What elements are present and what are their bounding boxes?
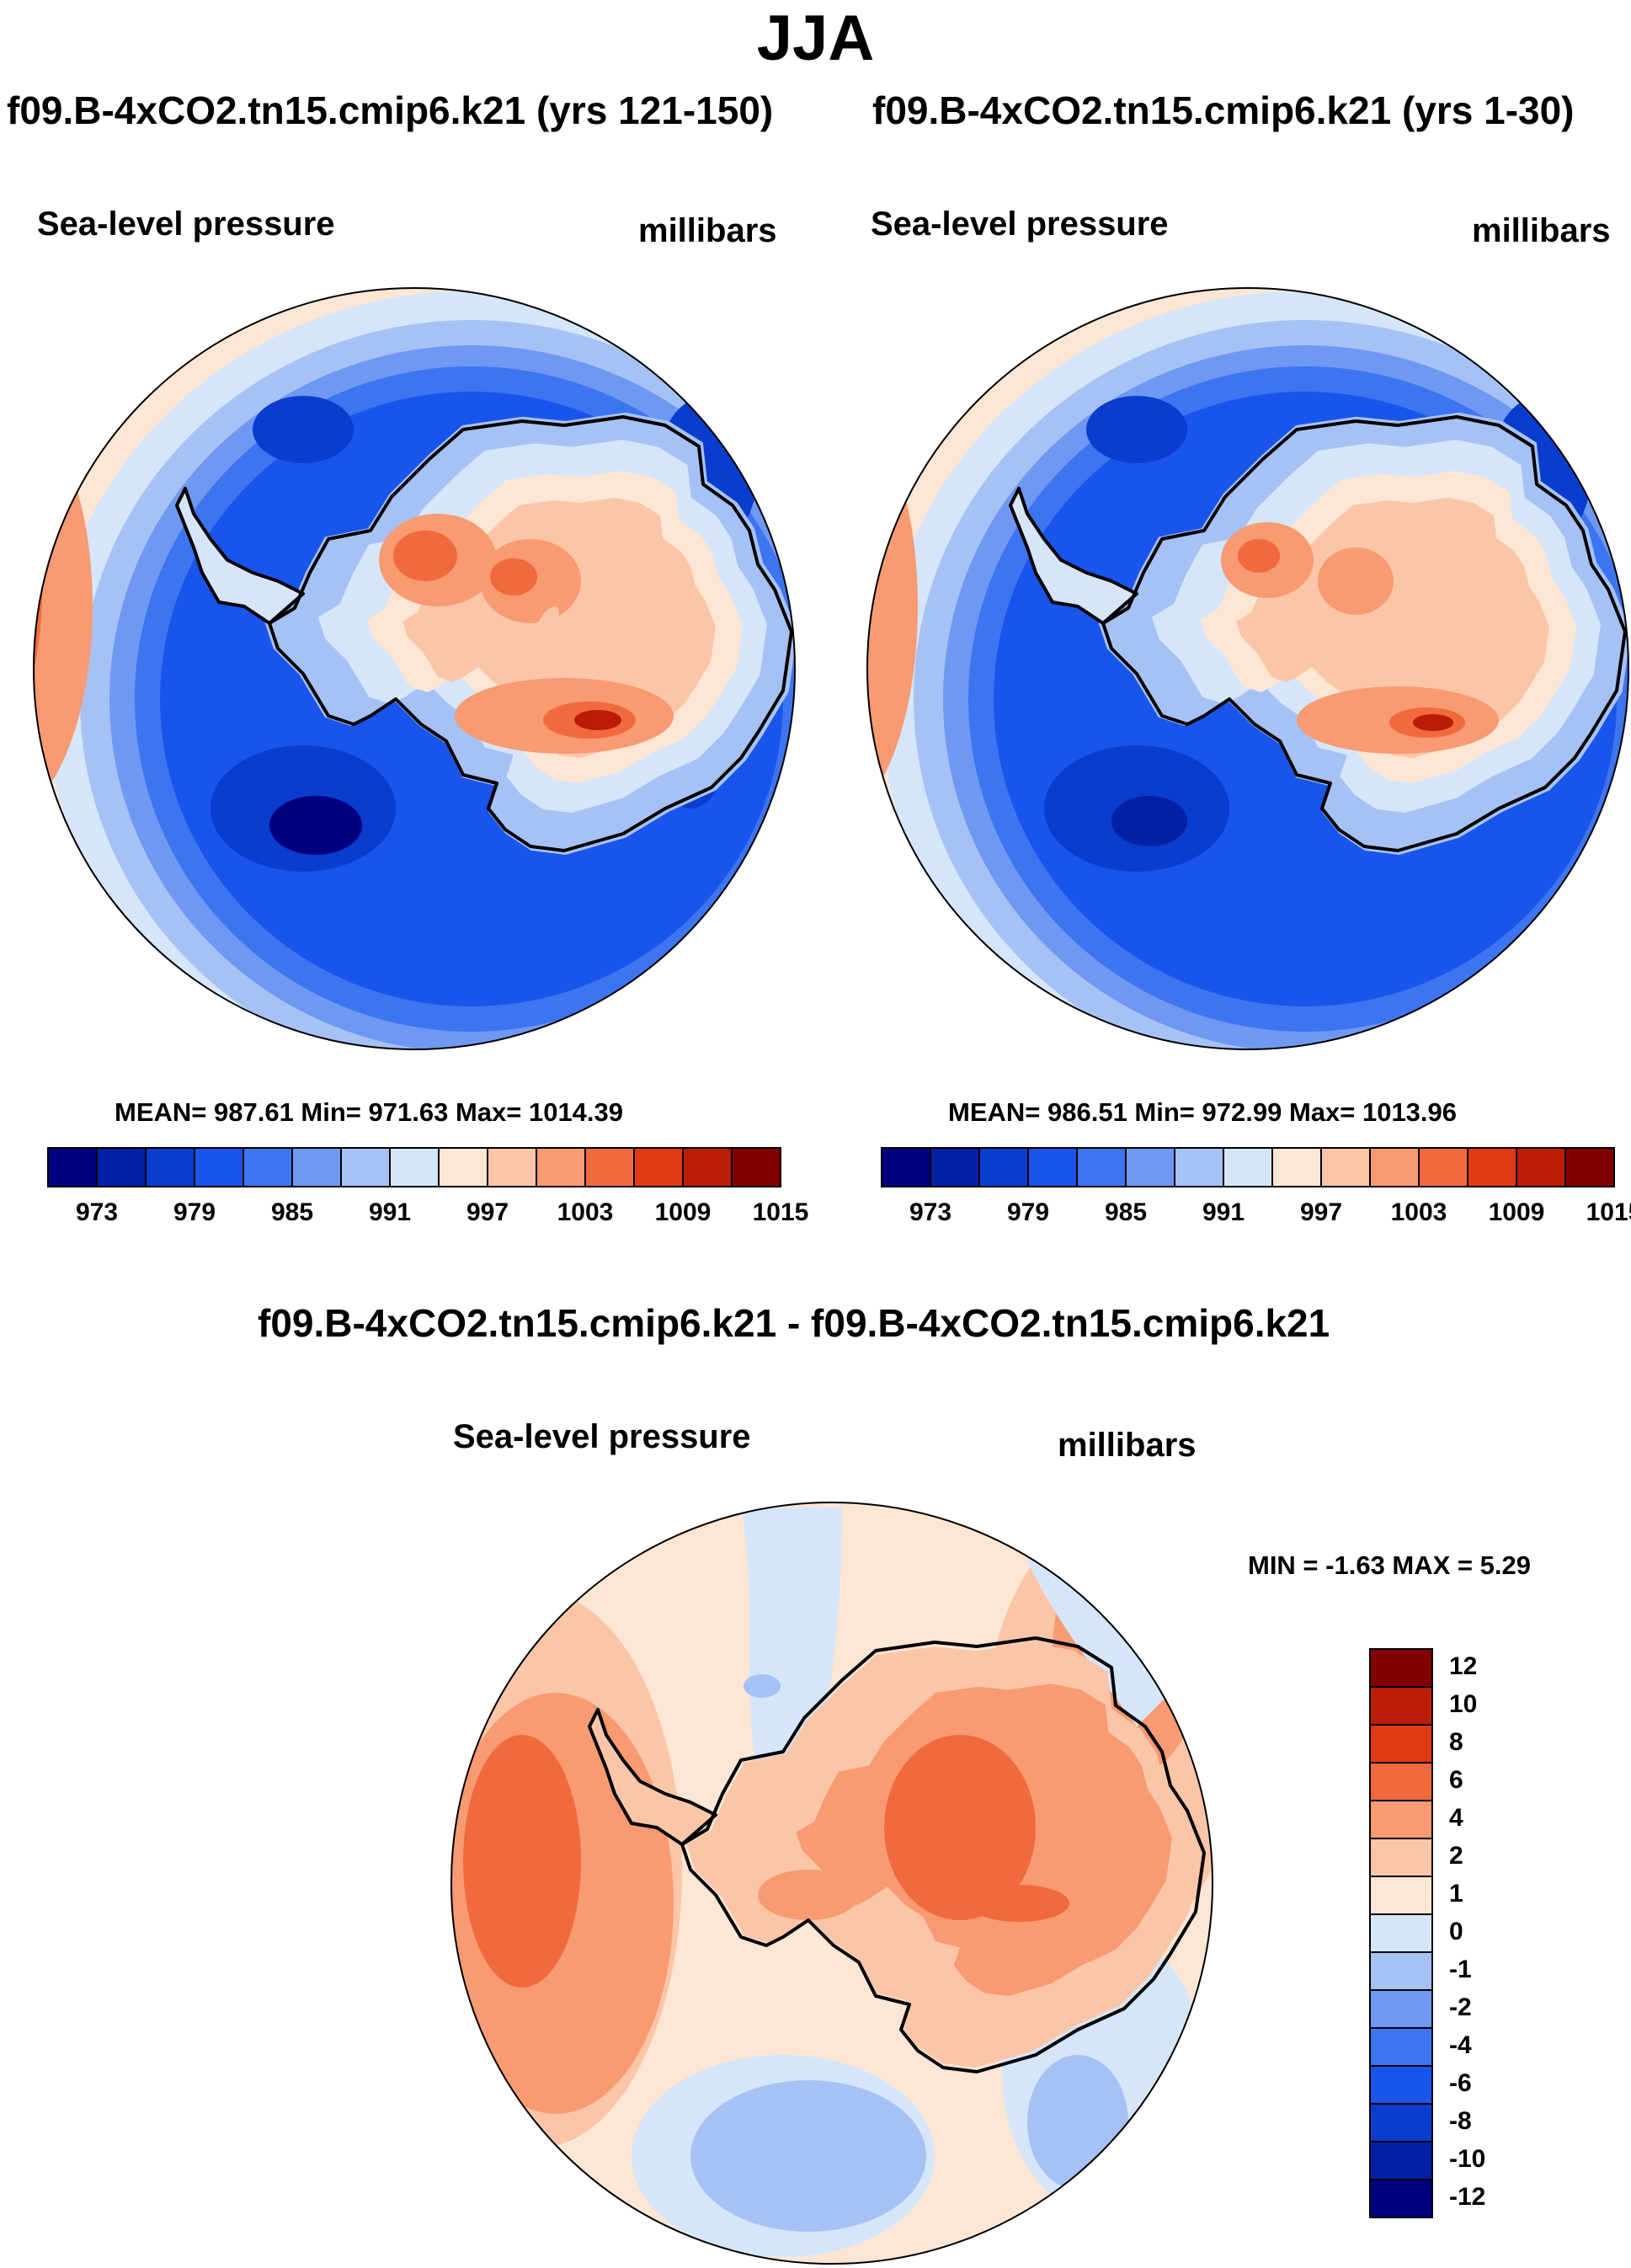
colorbar-2-swatch [1271, 1147, 1322, 1187]
colorbar-1-swatch [438, 1147, 488, 1187]
colorbar-1 [47, 1147, 781, 1187]
colorbar-2 [881, 1147, 1615, 1187]
colorbar-diff-tick-label: 8 [1449, 1728, 1463, 1756]
colorbar-diff-tick-label: 0 [1449, 1918, 1463, 1945]
map-panel-2 [866, 287, 1629, 1050]
panel-1-stats: MEAN= 987.61 Min= 971.63 Max= 1014.39 [115, 1097, 624, 1127]
colorbar-2-swatch [978, 1147, 1029, 1187]
colorbar-2-tick-label: 1015 [1586, 1198, 1631, 1226]
colorbar-diff-swatch [1369, 2065, 1433, 2105]
colorbar-diff-swatch [1369, 1762, 1433, 1801]
colorbar-2-swatch [1174, 1147, 1224, 1187]
colorbar-2-tick-label: 979 [1006, 1198, 1050, 1226]
colorbar-diff-tick-label: -4 [1449, 2031, 1472, 2059]
colorbar-1-tick-label: 1009 [654, 1198, 712, 1226]
colorbar-1-swatch [487, 1147, 537, 1187]
colorbar-2-swatch [1223, 1147, 1273, 1187]
colorbar-1-swatch [536, 1147, 586, 1187]
colorbar-2-swatch [1369, 1147, 1420, 1187]
colorbar-1-swatch [731, 1147, 781, 1187]
colorbar-diff-tick-label: -10 [1449, 2145, 1486, 2173]
colorbar-2-tick-label: 997 [1299, 1198, 1343, 1226]
colorbar-2-swatch [1076, 1147, 1127, 1187]
colorbar-diff-tick-label: 10 [1449, 1690, 1478, 1718]
colorbar-2-tick-label: 1009 [1488, 1198, 1545, 1226]
colorbar-2-tick-label: 991 [1202, 1198, 1245, 1226]
colorbar-1-swatch [584, 1147, 635, 1187]
colorbar-diff [1369, 1648, 1433, 2218]
colorbar-diff-tick-label: 6 [1449, 1766, 1463, 1794]
colorbar-diff-tick-label: 1 [1449, 1880, 1463, 1908]
colorbar-1-tick-label: 1015 [752, 1198, 809, 1226]
colorbar-2-swatch [1467, 1147, 1517, 1187]
colorbar-1-tick-label: 991 [368, 1198, 412, 1226]
colorbar-diff-tick-label: 12 [1449, 1652, 1478, 1680]
map-panel-diff [450, 1502, 1213, 2265]
colorbar-1-tick-label: 985 [270, 1198, 314, 1226]
colorbar-2-swatch [1125, 1147, 1175, 1187]
colorbar-2-swatch [1418, 1147, 1468, 1187]
colorbar-diff-swatch [1369, 2103, 1433, 2143]
colorbar-diff-swatch [1369, 2141, 1433, 2180]
colorbar-diff-swatch [1369, 1800, 1433, 1839]
colorbar-diff-tick-label: -8 [1449, 2107, 1472, 2135]
colorbar-1-swatch [47, 1147, 98, 1187]
colorbar-1-swatch [389, 1147, 440, 1187]
diff-variable-label: Sea-level pressure [453, 1418, 751, 1455]
colorbar-diff-tick-label: -2 [1449, 1993, 1472, 2021]
colorbar-diff-swatch [1369, 1724, 1433, 1764]
diff-units-label: millibars [1058, 1427, 1197, 1464]
colorbar-1-swatch [243, 1147, 293, 1187]
map-panel-1 [33, 287, 796, 1050]
colorbar-1-swatch [633, 1147, 684, 1187]
colorbar-2-tick-label: 973 [909, 1198, 952, 1226]
colorbar-1-swatch [96, 1147, 147, 1187]
panel-1-units-label: millibars [638, 212, 777, 249]
colorbar-1-swatch [340, 1147, 391, 1187]
colorbar-1-swatch [194, 1147, 244, 1187]
colorbar-diff-swatch [1369, 1648, 1433, 1688]
colorbar-diff-swatch [1369, 1876, 1433, 1915]
colorbar-diff-swatch [1369, 1989, 1433, 2029]
colorbar-diff-tick-label: 2 [1449, 1842, 1463, 1870]
colorbar-1-tick-label: 973 [75, 1198, 119, 1226]
colorbar-2-swatch [881, 1147, 931, 1187]
main-title: JJA [756, 3, 875, 74]
colorbar-2-swatch [1516, 1147, 1566, 1187]
colorbar-diff-swatch [1369, 1838, 1433, 1877]
colorbar-diff-swatch [1369, 1686, 1433, 1726]
colorbar-1-swatch [145, 1147, 195, 1187]
colorbar-1-swatch [291, 1147, 342, 1187]
colorbar-2-tick-label: 1003 [1390, 1198, 1447, 1226]
diff-stats: MIN = -1.63 MAX = 5.29 [1248, 1550, 1531, 1580]
colorbar-1-tick-label: 1003 [557, 1198, 614, 1226]
colorbar-2-swatch [1564, 1147, 1615, 1187]
colorbar-diff-swatch [1369, 2027, 1433, 2067]
colorbar-1-swatch [682, 1147, 733, 1187]
colorbar-diff-tick-label: 4 [1449, 1804, 1463, 1832]
colorbar-2-swatch [1027, 1147, 1078, 1187]
colorbar-2-swatch [1320, 1147, 1371, 1187]
panel-2-units-label: millibars [1472, 212, 1611, 249]
panel-1-variable-label: Sea-level pressure [37, 205, 335, 243]
colorbar-diff-swatch [1369, 2179, 1433, 2218]
panel-2-case-title: f09.B-4xCO2.tn15.cmip6.k21 (yrs 1-30) [872, 88, 1575, 132]
diff-case-title: f09.B-4xCO2.tn15.cmip6.k21 - f09.B-4xCO2… [258, 1301, 1330, 1345]
panel-2-variable-label: Sea-level pressure [871, 205, 1169, 243]
colorbar-1-tick-label: 997 [466, 1198, 509, 1226]
panel-1-case-title: f09.B-4xCO2.tn15.cmip6.k21 (yrs 121-150) [7, 88, 774, 132]
colorbar-diff-tick-label: -12 [1449, 2183, 1486, 2211]
panel-2-stats: MEAN= 986.51 Min= 972.99 Max= 1013.96 [948, 1097, 1458, 1127]
colorbar-diff-tick-label: -1 [1449, 1956, 1472, 1983]
colorbar-diff-tick-label: -6 [1449, 2069, 1472, 2097]
colorbar-2-swatch [930, 1147, 980, 1187]
colorbar-diff-swatch [1369, 1913, 1433, 1953]
colorbar-2-tick-label: 985 [1104, 1198, 1148, 1226]
colorbar-1-tick-label: 979 [173, 1198, 216, 1226]
colorbar-diff-swatch [1369, 1951, 1433, 1991]
